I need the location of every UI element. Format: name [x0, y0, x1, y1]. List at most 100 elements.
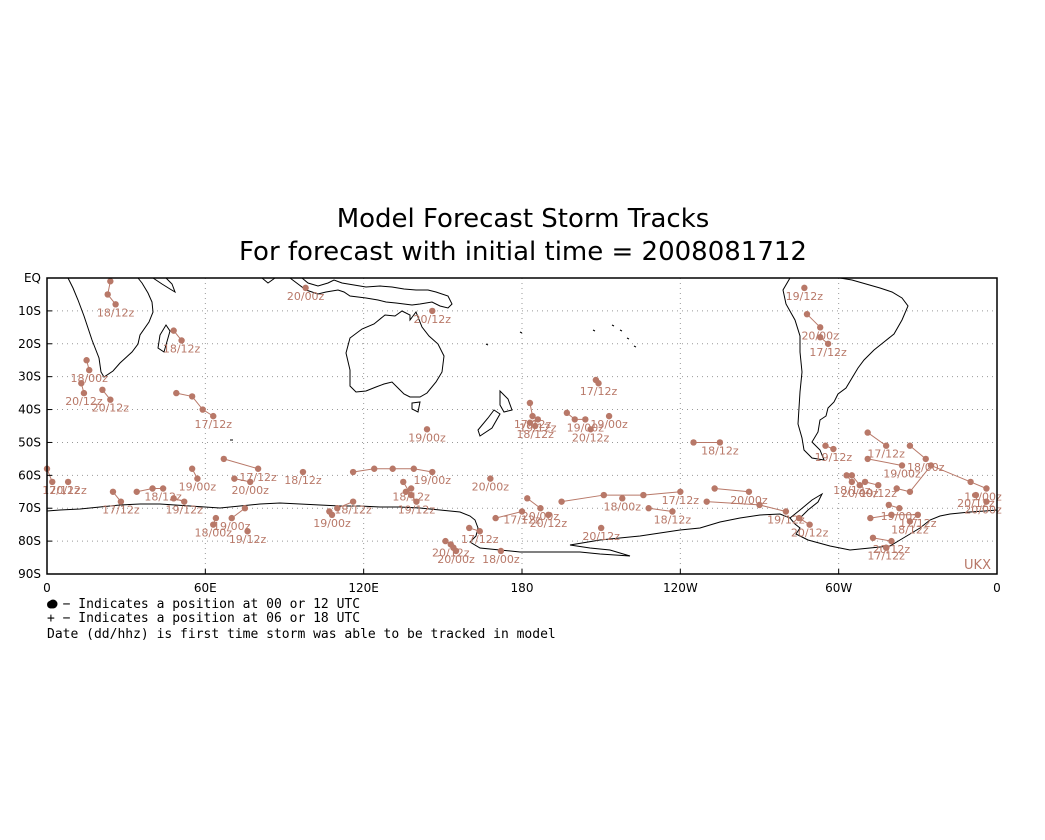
storm-track: 19/12z	[165, 495, 203, 517]
track-start-label: 19/12z	[860, 487, 898, 500]
track-start-label: 19/00z	[590, 418, 628, 431]
track-start-label: 19/12z	[519, 421, 557, 434]
track-point	[801, 284, 808, 292]
track-start-label: 19/12z	[165, 504, 203, 517]
track-point	[582, 416, 589, 423]
track-start-label: 18/12z	[97, 306, 135, 319]
track-point	[605, 412, 613, 420]
track-start-label: 20/12z	[432, 546, 470, 559]
track-point	[545, 511, 552, 518]
track-line	[867, 458, 903, 466]
storm-track: 19/00z	[213, 505, 251, 533]
track-point	[888, 511, 895, 518]
track-point	[816, 324, 824, 331]
track-point	[524, 495, 531, 502]
track-point	[407, 485, 415, 492]
storm-track: 19/00z	[590, 412, 628, 431]
track-line	[176, 392, 214, 417]
x-tick-label: 180	[511, 581, 534, 595]
storm-track: 19/00z	[408, 426, 446, 444]
storm-track: 20/12z	[414, 307, 451, 326]
track-start-label: 20/12z	[791, 527, 829, 540]
track-line	[867, 432, 887, 447]
australia-outline	[345, 310, 445, 398]
track-point	[109, 488, 117, 495]
track-point	[410, 465, 418, 472]
track-point	[241, 505, 249, 512]
track-point	[816, 334, 824, 341]
track-start-label: 20/00z	[964, 504, 1002, 517]
storm-track: 19/12z	[519, 416, 557, 434]
storm-track: 19/00z	[313, 508, 351, 530]
track-point	[983, 485, 990, 492]
track-point	[972, 491, 980, 499]
storm-track: 17/12z	[558, 488, 700, 507]
track-line	[223, 458, 259, 470]
storm-track: 20/12z	[869, 534, 911, 556]
track-point	[848, 472, 856, 479]
track-point	[864, 429, 871, 436]
track-start-label: 18/00z	[195, 527, 233, 540]
legend-line-2: + − Indicates a position at 06 or 18 UTC	[47, 611, 360, 626]
track-point	[429, 307, 436, 315]
continent-outlines	[46, 277, 998, 557]
track-point	[563, 409, 571, 417]
track-start-label: 19/00z	[881, 510, 919, 523]
track-start-label: 20/12z	[873, 543, 911, 556]
track-point	[328, 511, 336, 518]
storm-track: 17/12z	[173, 389, 232, 431]
track-start-label: 20/00z	[437, 553, 475, 566]
track-point	[413, 498, 420, 505]
track-start-label: 20/12z	[92, 402, 130, 415]
storm-track: 18/12z	[891, 518, 929, 536]
track-point	[906, 442, 914, 449]
track-point	[64, 478, 72, 486]
track-start-label: 17/12z	[867, 448, 905, 461]
track-start-label: 17/12z	[42, 484, 80, 497]
track-point	[402, 488, 410, 495]
storm-track: 17/12z	[809, 334, 847, 359]
track-point	[867, 514, 874, 522]
track-point	[99, 386, 106, 394]
track-start-label: 17/12z	[662, 494, 700, 507]
track-point	[159, 485, 167, 492]
track-start-label: 17/12z	[809, 346, 847, 359]
track-point	[896, 505, 903, 512]
south-america-outline	[782, 277, 909, 461]
track-point	[645, 505, 652, 512]
track-point	[86, 366, 93, 374]
track-point	[898, 462, 906, 469]
track-point	[529, 412, 536, 420]
storm-track: 18/00z	[482, 547, 520, 566]
track-point	[492, 514, 499, 522]
track-point	[149, 485, 156, 492]
y-tick-label: 90S	[18, 567, 41, 581]
track-start-label: 19/00z	[213, 520, 251, 533]
track-point	[210, 521, 217, 528]
track-point	[795, 514, 803, 522]
track-start-label: 17/12z	[867, 550, 905, 563]
track-start-label: 20/00z	[287, 290, 325, 303]
track-start-label: 20/12z	[582, 530, 620, 543]
track-point	[231, 475, 238, 482]
storm-track: 20/00z	[437, 544, 475, 566]
track-point	[927, 462, 935, 469]
track-point	[922, 455, 929, 463]
y-tick-label: 60S	[18, 468, 41, 482]
track-point	[210, 412, 217, 420]
track-start-label: 17/12z	[102, 504, 140, 517]
track-point	[178, 337, 185, 344]
storm-track: 18/00z	[906, 442, 945, 474]
track-point	[170, 495, 177, 502]
track-point	[875, 482, 882, 489]
track-start-label: 18/00z	[482, 553, 520, 566]
track-point	[882, 544, 890, 551]
storm-track: 17/12z	[102, 488, 140, 517]
storm-track: 18/12z	[645, 505, 691, 527]
x-tick-label: 0	[43, 581, 51, 595]
storm-track: 19/00z	[864, 455, 921, 480]
track-point	[600, 491, 608, 499]
track-point	[194, 475, 201, 482]
track-point	[558, 498, 565, 505]
track-point	[526, 419, 534, 426]
